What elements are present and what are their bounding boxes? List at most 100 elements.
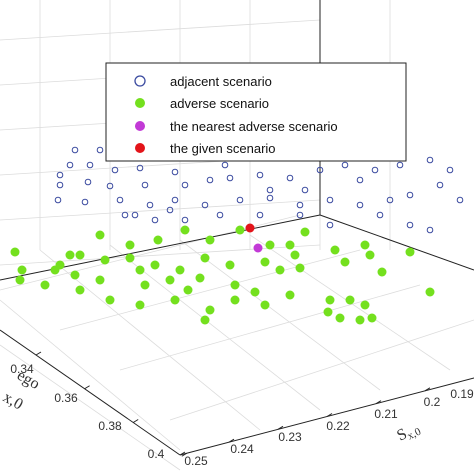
point-adverse	[65, 250, 75, 260]
x-tick-mark	[375, 400, 382, 405]
point-adverse	[205, 235, 215, 245]
point-adjacent	[201, 201, 209, 209]
x-tick-label: 0.24	[230, 442, 254, 456]
x-axis-label: Sx,0	[394, 419, 423, 446]
point-adverse	[195, 273, 205, 283]
x-tick-mark	[424, 387, 431, 392]
legend-label-adverse: adverse scenario	[170, 96, 269, 111]
point-adjacent	[166, 206, 174, 214]
point-adjacent	[116, 196, 124, 204]
point-adverse	[140, 280, 150, 290]
point-adverse	[180, 225, 190, 235]
point-adverse	[55, 260, 65, 270]
point-adverse	[340, 257, 350, 267]
legend-marker-nearest	[135, 121, 145, 131]
point-adverse	[265, 240, 275, 250]
point-adverse	[40, 280, 50, 290]
point-adjacent	[221, 161, 229, 169]
x-tick-label: 0.19	[450, 387, 474, 401]
point-given	[245, 223, 255, 233]
point-adverse	[377, 267, 387, 277]
point-adverse	[175, 265, 185, 275]
point-adverse	[95, 230, 105, 240]
point-adverse	[183, 285, 193, 295]
y-tick-mark	[35, 351, 42, 356]
tick-labels: 0.25 0.24 0.23 0.22 0.21 0.2 0.19 0.34 0.36 0.38 0…	[10, 362, 474, 468]
point-nearest	[253, 243, 263, 253]
point-adverse	[170, 295, 180, 305]
point-adjacent	[106, 182, 114, 190]
point-adverse	[153, 235, 163, 245]
grid-line	[169, 319, 474, 421]
point-adverse	[425, 287, 435, 297]
point-adverse	[260, 300, 270, 310]
point-adverse	[230, 280, 240, 290]
point-adverse	[260, 257, 270, 267]
point-adverse	[225, 260, 235, 270]
x-tick-label: 0.22	[326, 419, 350, 433]
point-adverse	[345, 295, 355, 305]
point-adjacent	[341, 161, 349, 169]
box-edge	[319, 214, 474, 271]
point-adverse	[105, 295, 115, 305]
x-tick-label: 0.21	[374, 407, 398, 421]
point-adverse	[75, 250, 85, 260]
legend-marker-adjacent	[134, 75, 146, 87]
grid-line	[0, 214, 301, 291]
grid-line	[59, 249, 361, 331]
point-adjacent	[296, 211, 304, 219]
point-adjacent	[136, 164, 144, 172]
point-adverse	[125, 253, 135, 263]
y-axis-label-sub: x,0	[0, 389, 26, 414]
x-tick-mark	[326, 413, 333, 417]
legend-label-given: the given scenario	[170, 141, 276, 156]
legend-box	[105, 62, 407, 162]
point-adverse	[10, 247, 20, 257]
y-axis-line	[0, 329, 181, 456]
point-adjacent	[396, 161, 404, 169]
point-adverse	[335, 313, 345, 323]
point-adjacent	[226, 174, 234, 182]
point-adverse	[367, 313, 377, 323]
point-adjacent	[216, 211, 224, 219]
point-adverse	[125, 240, 135, 250]
point-adverse	[290, 250, 300, 260]
grid-line	[0, 19, 321, 41]
point-adjacent	[356, 201, 364, 209]
grid-line	[0, 199, 321, 221]
grid-line	[119, 284, 421, 371]
point-adjacent	[151, 216, 159, 224]
point-adjacent	[131, 211, 139, 219]
point-adjacent	[111, 166, 119, 174]
point-adverse	[200, 315, 210, 325]
point-adjacent	[56, 171, 64, 179]
point-adjacent	[81, 198, 89, 206]
point-adjacent	[436, 181, 444, 189]
point-adverse	[360, 240, 370, 250]
x-tick-mark	[228, 438, 235, 443]
legend-marker-given	[135, 143, 145, 153]
point-adverse	[360, 300, 370, 310]
point-adverse	[15, 275, 25, 285]
point-adjacent	[86, 161, 94, 169]
grid-line	[0, 344, 181, 471]
x-tick-mark	[277, 425, 284, 430]
y-tick-mark	[84, 385, 90, 390]
point-adverse	[150, 260, 160, 270]
y-tick-mark	[181, 452, 188, 457]
point-adjacent	[141, 181, 149, 189]
point-adjacent	[71, 146, 79, 154]
point-adverse	[135, 265, 145, 275]
legend-marker-adverse	[135, 98, 145, 108]
x-tick-label: 0.25	[184, 454, 208, 468]
y-tick-mark	[132, 419, 139, 423]
point-adjacent	[376, 211, 384, 219]
point-adjacent	[146, 201, 154, 209]
y-tick-label: 0.34	[10, 362, 34, 376]
grid-line	[39, 249, 261, 431]
grid-line	[179, 239, 381, 391]
point-adjacent	[256, 171, 264, 179]
point-adjacent	[446, 166, 454, 174]
point-adjacent	[181, 181, 189, 189]
